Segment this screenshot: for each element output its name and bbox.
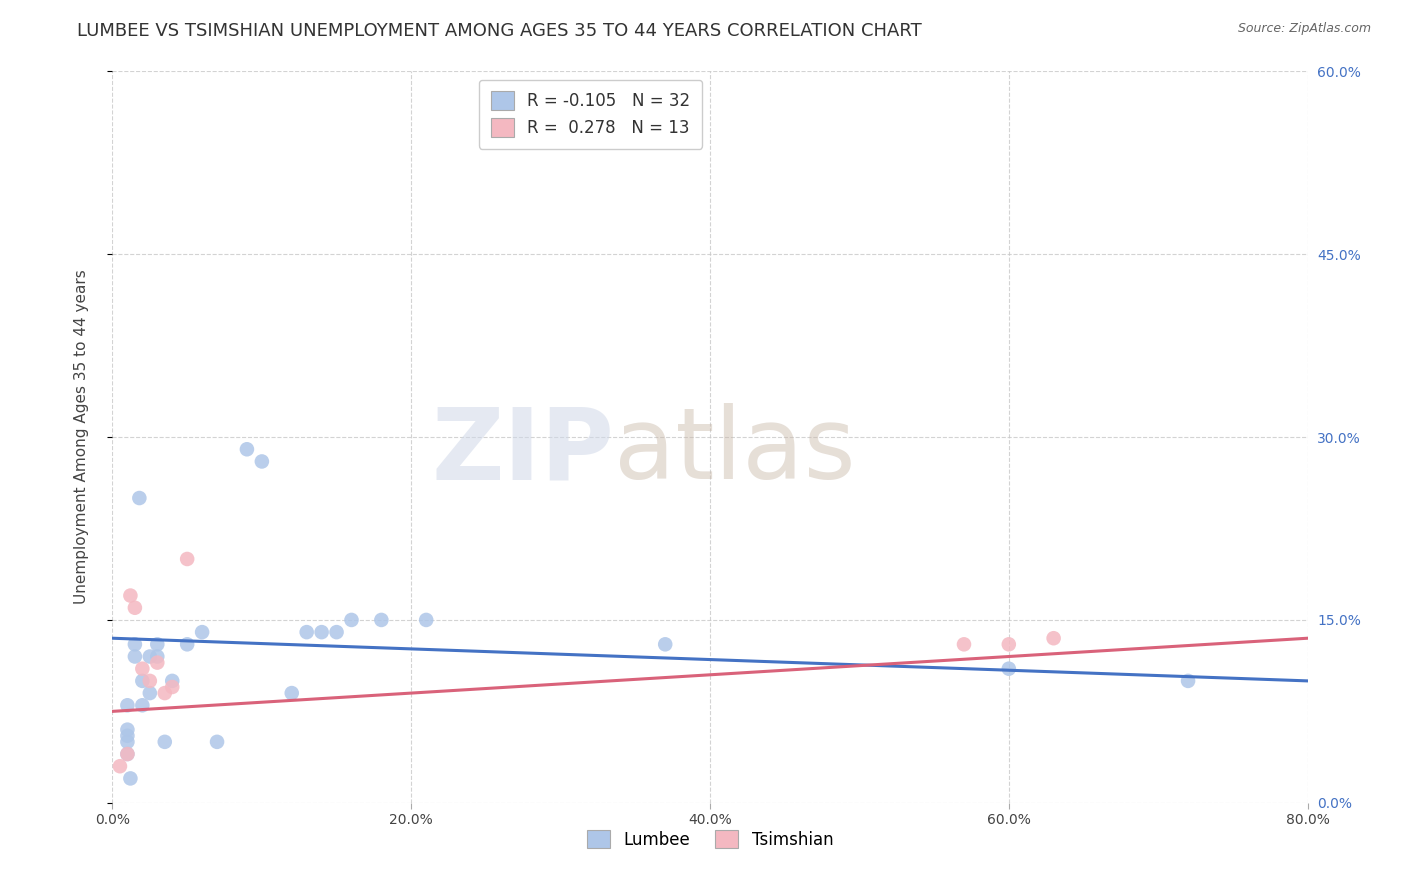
Point — [117, 735, 139, 749]
Point — [124, 600, 146, 615]
Point — [370, 613, 392, 627]
Point — [311, 625, 333, 640]
Point — [191, 625, 214, 640]
Point — [131, 662, 153, 676]
Point — [139, 686, 162, 700]
Point — [120, 772, 142, 786]
Text: atlas: atlas — [614, 403, 856, 500]
Point — [128, 491, 150, 505]
Point — [139, 673, 162, 688]
Point — [146, 637, 169, 651]
Point — [124, 637, 146, 651]
Point — [1042, 632, 1064, 646]
Point — [153, 735, 176, 749]
Point — [117, 747, 139, 761]
Point — [998, 662, 1021, 676]
Point — [124, 649, 146, 664]
Point — [176, 552, 198, 566]
Point — [117, 747, 139, 761]
Point — [153, 686, 176, 700]
Text: Source: ZipAtlas.com: Source: ZipAtlas.com — [1237, 22, 1371, 36]
Text: LUMBEE VS TSIMSHIAN UNEMPLOYMENT AMONG AGES 35 TO 44 YEARS CORRELATION CHART: LUMBEE VS TSIMSHIAN UNEMPLOYMENT AMONG A… — [77, 22, 922, 40]
Point — [139, 649, 162, 664]
Point — [236, 442, 259, 457]
Text: ZIP: ZIP — [432, 403, 614, 500]
Point — [998, 637, 1021, 651]
Point — [415, 613, 437, 627]
Point — [654, 637, 676, 651]
Point — [120, 589, 142, 603]
Point — [117, 698, 139, 713]
Point — [953, 637, 976, 651]
Point — [162, 673, 183, 688]
Point — [325, 625, 347, 640]
Legend: Lumbee, Tsimshian: Lumbee, Tsimshian — [575, 818, 845, 860]
Point — [340, 613, 363, 627]
Point — [117, 723, 139, 737]
Point — [108, 759, 131, 773]
Point — [250, 454, 273, 468]
Point — [176, 637, 198, 651]
Point — [281, 686, 304, 700]
Point — [117, 729, 139, 743]
Point — [146, 649, 169, 664]
Y-axis label: Unemployment Among Ages 35 to 44 years: Unemployment Among Ages 35 to 44 years — [75, 269, 89, 605]
Point — [1177, 673, 1199, 688]
Point — [205, 735, 228, 749]
Point — [131, 673, 153, 688]
Point — [146, 656, 169, 670]
Point — [295, 625, 318, 640]
Point — [131, 698, 153, 713]
Point — [162, 680, 183, 694]
